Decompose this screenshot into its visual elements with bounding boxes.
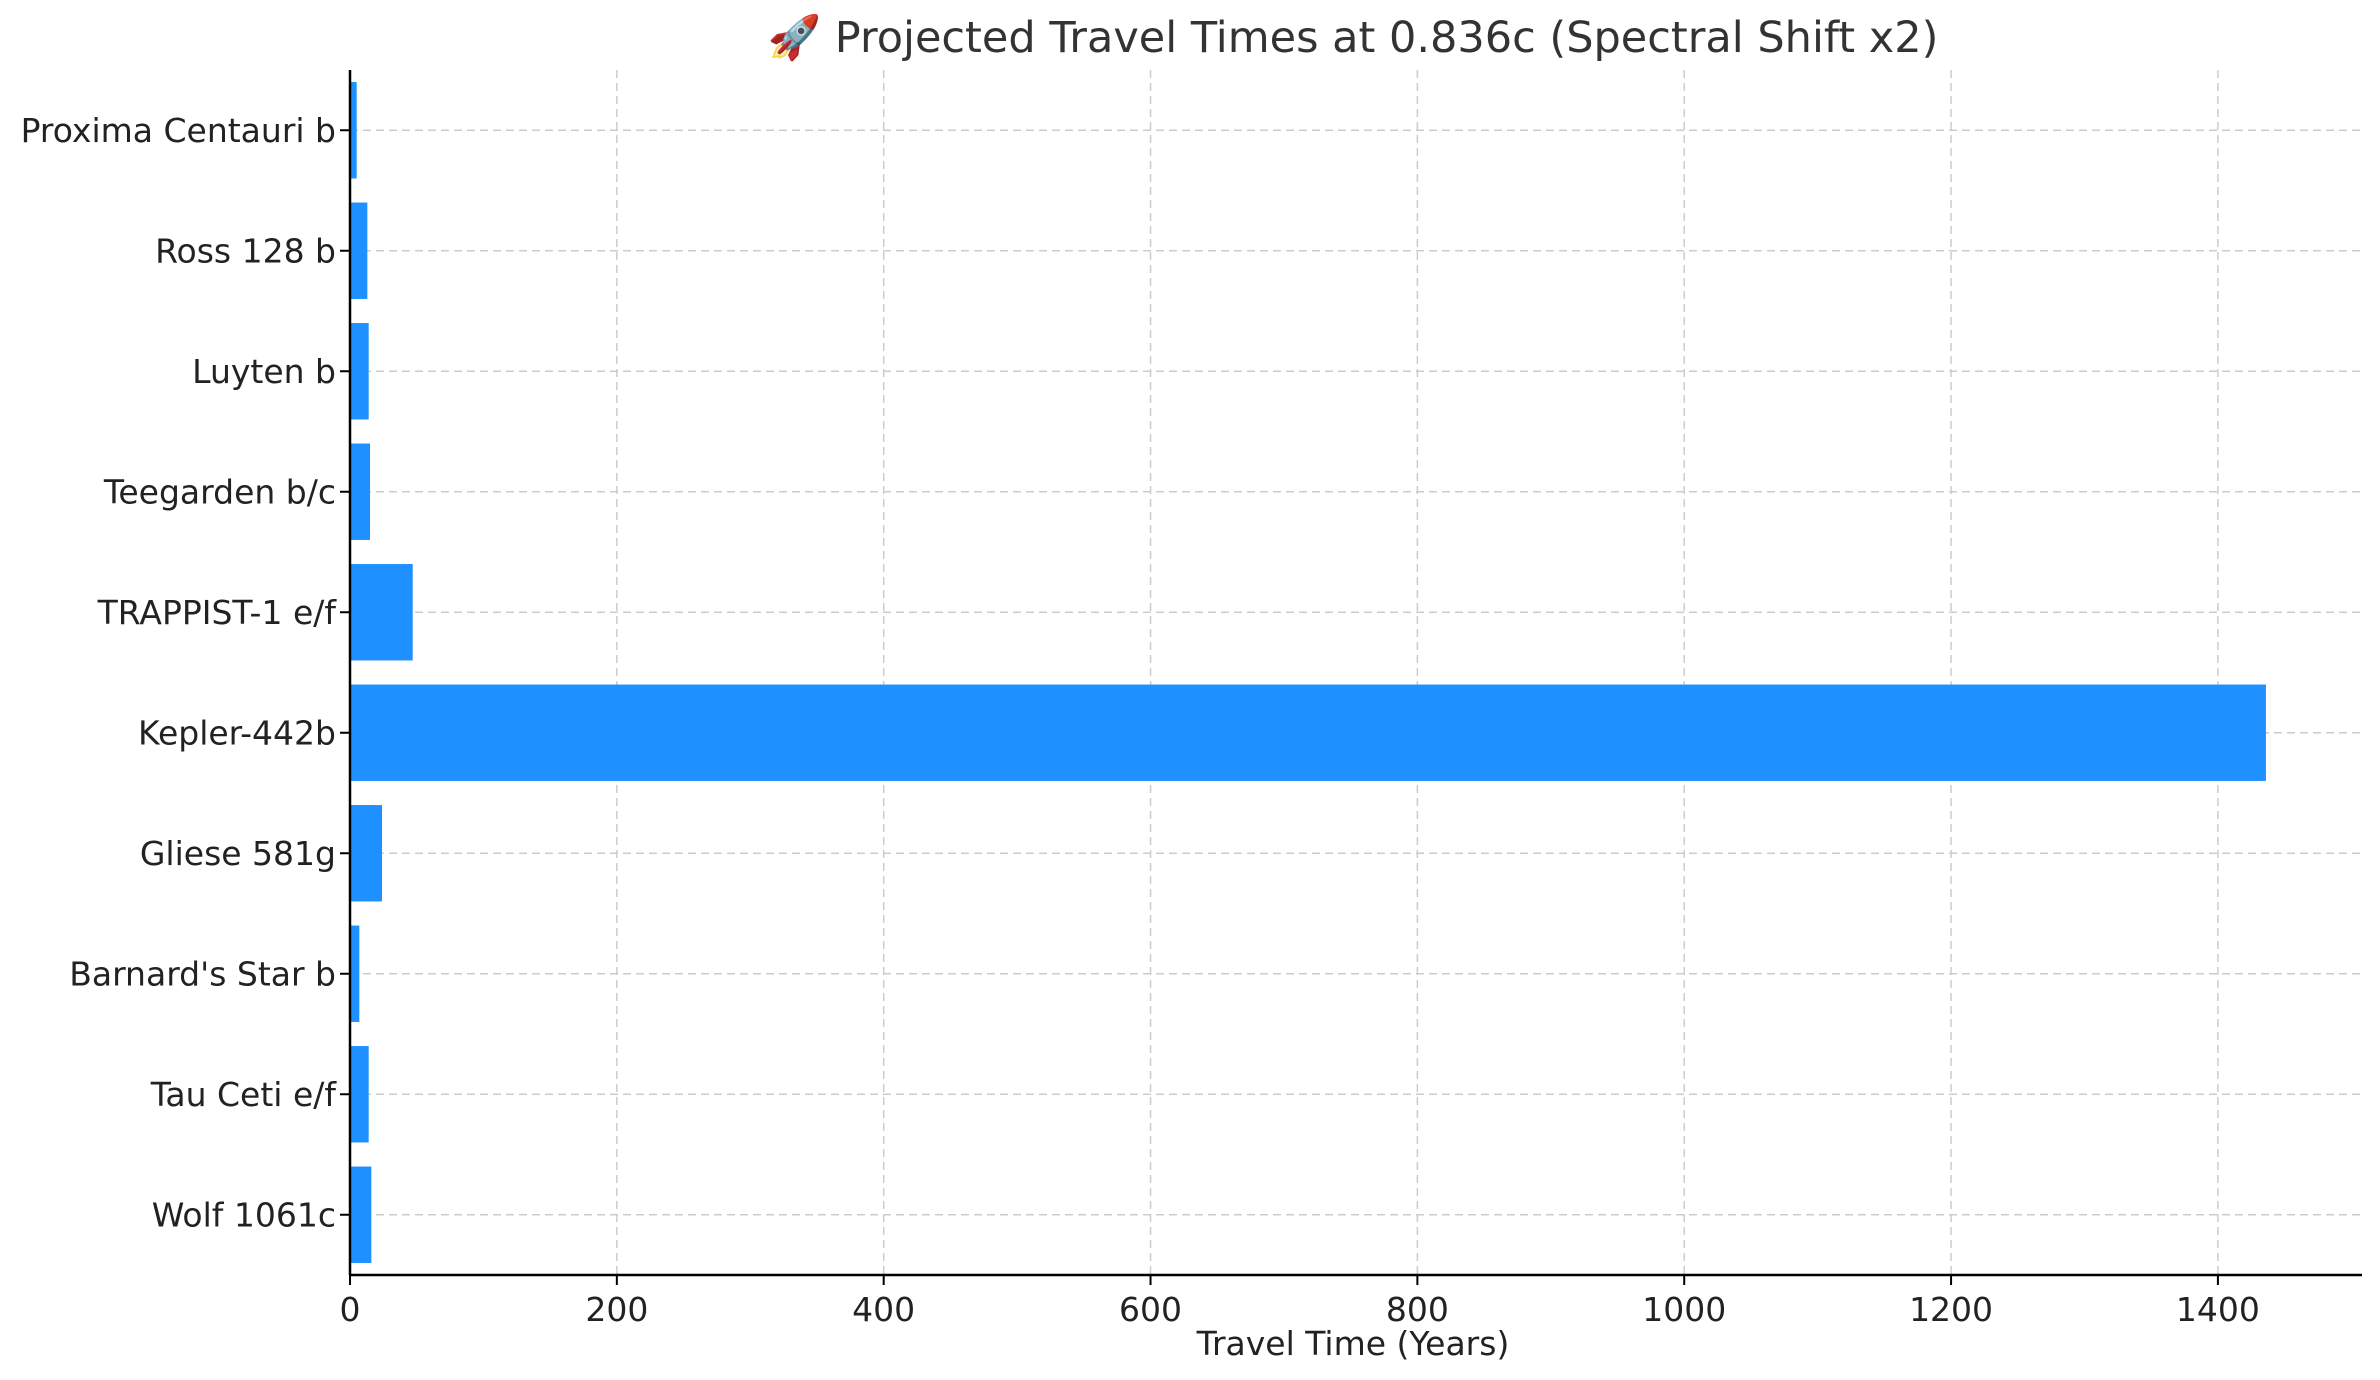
y-tick-label: Luyten b xyxy=(192,352,336,391)
x-tick-labels: 0 200 400 600 800 1000 1200 1400 xyxy=(340,1290,2260,1329)
y-tick-label: Ross 128 b xyxy=(155,231,336,270)
y-tick-labels: Proxima Centauri b Ross 128 b Luyten b Teeg… xyxy=(21,111,338,1235)
y-tick-label: Tau Ceti e/f xyxy=(150,1075,338,1114)
x-tick-label: 800 xyxy=(1386,1290,1449,1329)
bar xyxy=(350,1166,372,1263)
x-axis-label: Travel Time (Years) xyxy=(1196,1324,1510,1363)
bar xyxy=(350,323,369,420)
x-tick-label: 1200 xyxy=(1909,1290,1993,1329)
chart-title: 🚀 Projected Travel Times at 0.836c (Spec… xyxy=(768,13,1939,63)
bar xyxy=(350,925,360,1022)
x-tick-label: 1400 xyxy=(2176,1290,2260,1329)
y-tick-label: Proxima Centauri b xyxy=(21,111,336,150)
y-tick-label: Gliese 581g xyxy=(140,834,336,873)
x-tick-label: 600 xyxy=(1119,1290,1182,1329)
grid-lines xyxy=(349,70,2362,1275)
bar xyxy=(350,564,413,661)
axes xyxy=(340,70,2362,1285)
x-tick-label: 1000 xyxy=(1642,1290,1726,1329)
y-tick-label: Kepler-442b xyxy=(138,713,336,752)
x-tick-label: 0 xyxy=(340,1290,361,1329)
bar xyxy=(350,82,357,179)
bar xyxy=(350,805,383,902)
bar xyxy=(350,443,371,540)
y-tick-label: Teegarden b/c xyxy=(103,472,336,511)
bars xyxy=(350,82,2266,1263)
y-tick-label: TRAPPIST-1 e/f xyxy=(97,593,338,632)
bar xyxy=(350,202,368,299)
x-tick-label: 200 xyxy=(585,1290,648,1329)
bar xyxy=(350,1046,369,1143)
bar xyxy=(350,684,2266,781)
y-tick-label: Wolf 1061c xyxy=(152,1195,336,1234)
y-tick-label: Barnard's Star b xyxy=(69,954,336,993)
x-tick-label: 400 xyxy=(852,1290,915,1329)
